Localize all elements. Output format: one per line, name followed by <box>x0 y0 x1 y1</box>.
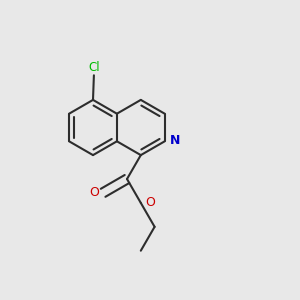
Text: N: N <box>170 134 181 147</box>
Text: Cl: Cl <box>88 61 100 74</box>
Text: O: O <box>145 196 155 209</box>
Text: O: O <box>90 186 100 199</box>
